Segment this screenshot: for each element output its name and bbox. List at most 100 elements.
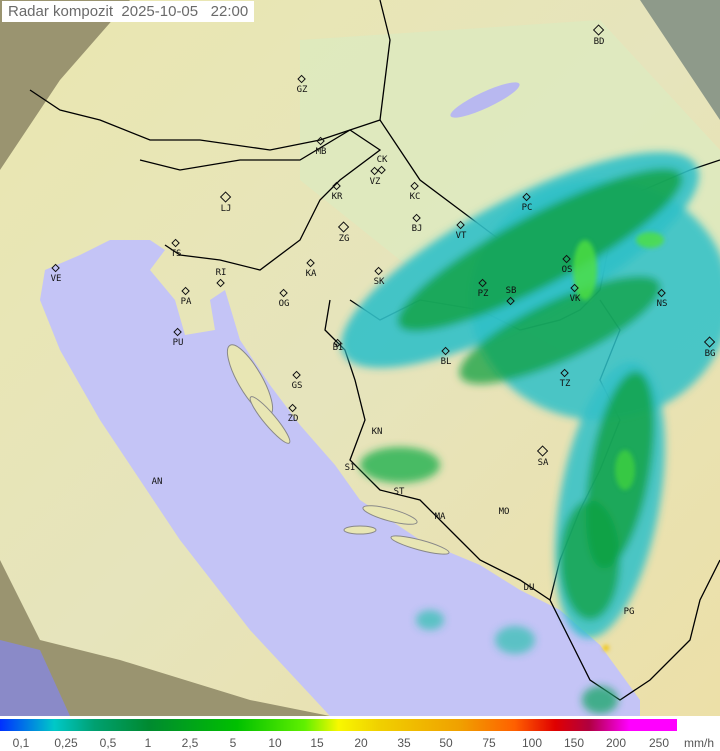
city-marker: LJ xyxy=(220,191,232,214)
city-diamond-icon xyxy=(288,403,298,413)
echo-intense xyxy=(603,645,609,651)
legend-tick: 2,5 xyxy=(181,736,199,750)
city-diamond-icon xyxy=(279,288,289,298)
city-marker: VK xyxy=(569,283,581,304)
city-diamond-icon xyxy=(456,220,466,230)
city-diamond-icon xyxy=(374,266,384,276)
city-label: BI xyxy=(332,343,344,353)
lake-balaton xyxy=(450,82,520,118)
adriatic-sea xyxy=(40,240,640,716)
echo-green xyxy=(397,168,683,332)
legend-tick: 75 xyxy=(482,736,496,750)
city-label: VK xyxy=(569,294,581,304)
echo-heavy xyxy=(573,240,597,300)
city-marker: TS xyxy=(171,238,181,259)
city-marker: MB xyxy=(316,136,326,157)
city-diamond-icon xyxy=(181,286,191,296)
city-marker: ST xyxy=(380,484,405,497)
city-label: DU xyxy=(523,583,535,593)
city-diamond-icon xyxy=(441,346,451,356)
legend-tick: 15 xyxy=(310,736,324,750)
legend-tick: 10 xyxy=(268,736,282,750)
city-label: NS xyxy=(656,299,668,309)
city-marker: PA xyxy=(180,286,192,307)
tyrrhenian-sea xyxy=(0,640,70,716)
echo-heavy xyxy=(636,232,664,248)
city-diamond-icon xyxy=(338,221,350,233)
legend-tick: 20 xyxy=(354,736,368,750)
city-marker: BL xyxy=(440,346,452,367)
legend-tick: 35 xyxy=(397,736,411,750)
city-diamond-icon xyxy=(216,278,226,288)
city-label: SA xyxy=(537,458,549,468)
city-label: PC xyxy=(521,203,533,213)
echo-green xyxy=(560,500,620,620)
city-label: MA xyxy=(434,512,446,522)
echo-green xyxy=(360,447,440,483)
city-label: GS xyxy=(291,381,303,391)
city-label: BL xyxy=(440,357,452,367)
city-marker: PU xyxy=(173,327,183,348)
city-label: GZ xyxy=(296,85,308,95)
city-marker: VZ xyxy=(369,166,381,187)
city-label: MO xyxy=(498,507,510,517)
city-label: BG xyxy=(704,349,716,359)
city-marker: KN xyxy=(358,424,383,437)
city-label: AN xyxy=(151,477,163,487)
city-marker: KC xyxy=(410,181,420,202)
city-marker: ZG xyxy=(338,221,350,244)
city-diamond-icon xyxy=(51,263,61,273)
city-diamond-icon xyxy=(332,181,342,191)
city-label: VT xyxy=(455,231,467,241)
city-marker: SK xyxy=(373,266,385,287)
radar-title: Radar kompozit 2025-10-05 22:00 xyxy=(2,1,255,22)
city-diamond-icon xyxy=(537,445,549,457)
timestamp-time: 22:00 xyxy=(210,3,249,20)
city-marker: TZ xyxy=(559,368,571,389)
echo-cyan xyxy=(495,626,535,654)
city-marker: ZD xyxy=(288,403,298,424)
city-label: SI xyxy=(344,463,356,473)
legend-tick: 0,1 xyxy=(12,736,30,750)
city-label: PG xyxy=(623,607,635,617)
city-diamond-icon xyxy=(220,191,232,203)
echo-cyan xyxy=(582,686,618,714)
city-label: VE xyxy=(50,274,62,284)
city-marker: BD xyxy=(593,24,605,47)
city-diamond-icon xyxy=(562,254,572,264)
city-label: RI xyxy=(215,268,227,278)
city-label: PA xyxy=(180,297,192,307)
city-diamond-icon xyxy=(171,238,181,248)
city-label: SB xyxy=(505,286,517,296)
city-marker: OS xyxy=(561,254,573,275)
city-diamond-icon xyxy=(412,213,422,223)
city-label: SK xyxy=(373,277,385,287)
city-label: CK xyxy=(376,155,388,165)
city-diamond-icon xyxy=(306,258,316,268)
legend-tick: 200 xyxy=(605,736,627,750)
city-diamond-icon xyxy=(593,24,605,36)
legend-labels: 0,1 0,25 0,5 1 2,5 5 10 15 20 35 50 75 1… xyxy=(0,736,720,751)
echo-green xyxy=(459,276,661,384)
legend-unit: mm/h xyxy=(684,736,714,750)
city-label: BD xyxy=(593,37,605,47)
city-label: VZ xyxy=(369,177,381,187)
city-label: TZ xyxy=(559,379,571,389)
city-diamond-icon xyxy=(506,296,516,306)
city-diamond-icon xyxy=(410,181,420,191)
city-marker: KA xyxy=(306,258,316,279)
city-label: LJ xyxy=(220,204,232,214)
islands xyxy=(226,344,450,555)
city-marker: GS xyxy=(291,370,303,391)
city-label: ST xyxy=(393,487,405,497)
timestamp-date: 2025-10-05 xyxy=(121,3,199,20)
city-diamond-icon xyxy=(570,283,580,293)
echo-cyan xyxy=(416,610,444,630)
city-marker: VT xyxy=(455,220,467,241)
city-marker: BG xyxy=(704,336,716,359)
city-label: OS xyxy=(561,265,573,275)
city-marker: SA xyxy=(537,445,549,468)
radar-echoes xyxy=(341,152,720,714)
legend-tick: 1 xyxy=(144,736,152,750)
title-text: Radar kompozit xyxy=(8,3,114,20)
